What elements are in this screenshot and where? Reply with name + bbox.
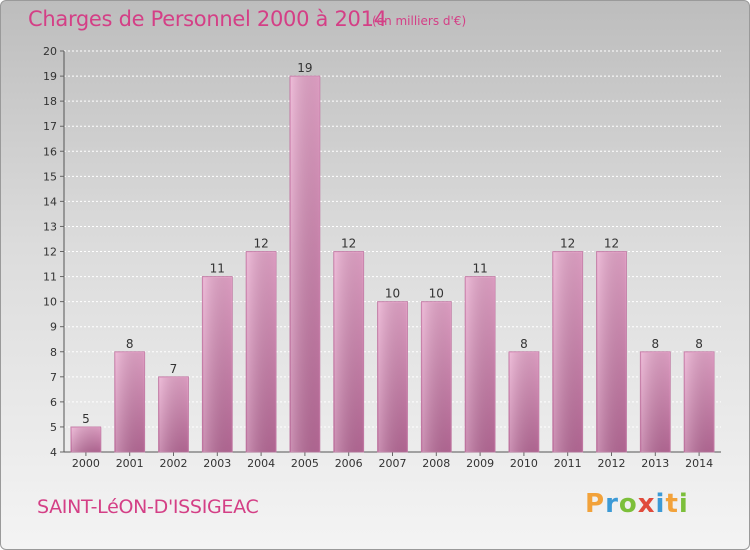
x-tick-label: 2005 xyxy=(291,457,319,470)
value-label: 12 xyxy=(341,237,356,251)
x-tick-label: 2010 xyxy=(510,457,538,470)
y-tick-label: 11 xyxy=(43,271,57,284)
logo-letter: i xyxy=(678,489,689,519)
y-tick-label: 12 xyxy=(43,246,57,259)
x-tick-label: 2014 xyxy=(685,457,713,470)
y-tick-label: 14 xyxy=(43,195,57,208)
bar-shade xyxy=(71,427,100,452)
chart-subtitle: (en milliers d'€) xyxy=(372,14,467,28)
y-tick-label: 5 xyxy=(50,421,57,434)
commune-name: SAINT-LéON-D'ISSIGEAC xyxy=(37,496,259,518)
bar-shade xyxy=(553,252,582,452)
bar-shade xyxy=(203,277,232,452)
y-tick-label: 6 xyxy=(50,396,57,409)
x-tick-label: 2002 xyxy=(160,457,188,470)
value-label: 10 xyxy=(385,287,400,301)
value-label: 11 xyxy=(210,262,225,276)
x-tick-label: 2006 xyxy=(335,457,363,470)
x-tick-label: 2000 xyxy=(72,457,100,470)
value-label: 12 xyxy=(253,237,268,251)
value-label: 7 xyxy=(170,362,178,376)
bar-shade xyxy=(290,77,319,452)
bar-shade xyxy=(159,377,188,452)
value-label: 8 xyxy=(695,337,703,351)
value-label: 12 xyxy=(560,237,575,251)
bar-shade xyxy=(597,252,626,452)
y-tick-label: 15 xyxy=(43,170,57,183)
y-tick-label: 7 xyxy=(50,371,57,384)
x-tick-label: 2013 xyxy=(641,457,669,470)
bar-shade xyxy=(641,352,670,452)
x-tick-label: 2012 xyxy=(598,457,626,470)
value-label: 12 xyxy=(604,237,619,251)
chart-title: Charges de Personnel 2000 à 2014 xyxy=(28,7,387,31)
x-tick-label: 2007 xyxy=(379,457,407,470)
y-tick-label: 8 xyxy=(50,346,57,359)
x-tick-label: 2009 xyxy=(466,457,494,470)
logo-letter: t xyxy=(665,489,679,519)
value-label: 8 xyxy=(126,337,134,351)
value-label: 8 xyxy=(651,337,659,351)
y-tick-label: 9 xyxy=(50,321,57,334)
y-tick-label: 18 xyxy=(43,95,57,108)
bar-shade xyxy=(334,252,363,452)
value-labels: 5 8 7 11 12 19 12 10 10 11 8 12 12 8 8 xyxy=(82,61,703,426)
y-tick-label: 10 xyxy=(43,296,57,309)
logo-letter: i xyxy=(655,489,666,519)
y-tick-label: 4 xyxy=(50,446,57,459)
bars xyxy=(70,75,715,453)
y-tick-label: 16 xyxy=(43,145,57,158)
x-tick-label: 2003 xyxy=(203,457,231,470)
y-tick-label: 19 xyxy=(43,70,57,83)
bar-shade xyxy=(466,277,495,452)
y-tick-label: 13 xyxy=(43,220,57,233)
logo-letter: r xyxy=(605,489,619,519)
bar-shade xyxy=(378,302,407,452)
bar-shade xyxy=(685,352,714,452)
x-tick-label: 2011 xyxy=(554,457,582,470)
y-tick-label: 20 xyxy=(43,45,57,58)
value-label: 19 xyxy=(297,61,312,75)
bar-shade xyxy=(509,352,538,452)
y-tick-label: 17 xyxy=(43,120,57,133)
x-tick-label: 2004 xyxy=(247,457,275,470)
x-tick-label: 2001 xyxy=(116,457,144,470)
logo-letter: P xyxy=(585,489,606,519)
bar-shade xyxy=(115,352,144,452)
logo-letter: x xyxy=(637,489,656,519)
value-label: 10 xyxy=(429,287,444,301)
logo-letter: o xyxy=(618,489,638,519)
bar-shade xyxy=(422,302,451,452)
value-label: 11 xyxy=(472,262,487,276)
value-label: 8 xyxy=(520,337,528,351)
bar-shade xyxy=(247,252,276,452)
x-tick-label: 2008 xyxy=(422,457,450,470)
axes: 4 5 6 7 8 9 10 11 12 13 14 15 16 17 18 19 20 2000 2001 2002… xyxy=(43,45,721,470)
value-label: 5 xyxy=(82,412,90,426)
proxiti-logo: Proxiti xyxy=(585,489,689,519)
